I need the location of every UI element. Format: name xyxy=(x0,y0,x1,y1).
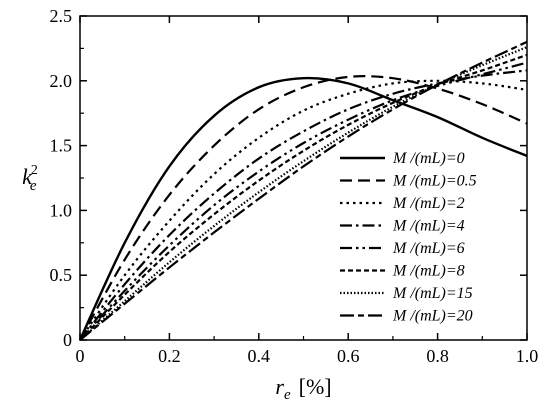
legend-label: M /(mL)=4 xyxy=(392,218,465,235)
legend-label: M /(mL)=8 xyxy=(392,263,465,280)
y-tick-label: 1.5 xyxy=(50,136,73,156)
series-line-6 xyxy=(79,53,528,341)
x-axis-title-sub: e xyxy=(284,387,291,403)
y-axis-title-main: k xyxy=(22,164,33,189)
axes: 0 0.2 0.4 0.6 0.8 1.0 0 0.5 1.0 1.5 2.0 2.5 xyxy=(50,6,539,366)
plot-area xyxy=(78,40,528,341)
series-line-1 xyxy=(78,76,528,341)
y-tick-label: 2.5 xyxy=(50,6,73,26)
y-tick-label: 1.0 xyxy=(50,200,73,220)
y-tick-label: 0.5 xyxy=(50,265,73,285)
y-tick-label: 2.0 xyxy=(50,71,73,91)
series-line-5 xyxy=(79,61,528,341)
legend-label: M /(mL)=0.5 xyxy=(392,173,477,190)
x-axis-title-main: r xyxy=(275,374,284,399)
legend: M /(mL)=0 M /(mL)=0.5 M /(mL)=2 M /(mL)=4 M … xyxy=(340,150,477,325)
x-tick-label: 0.4 xyxy=(248,346,271,366)
y-axis-title: k2 e xyxy=(22,163,38,194)
legend-label: M /(mL)=15 xyxy=(392,285,473,302)
legend-label: M /(mL)=20 xyxy=(392,308,473,325)
y-axis-title-sup: 2 xyxy=(31,163,38,178)
legend-label: M /(mL)=2 xyxy=(392,195,465,212)
x-tick-label: 0.6 xyxy=(337,346,360,366)
series-line-2 xyxy=(79,75,528,341)
y-tick-label: 0 xyxy=(63,330,72,350)
series-line-3 xyxy=(79,79,528,341)
series-line-8 xyxy=(79,40,528,341)
x-tick-label: 0.2 xyxy=(158,346,181,366)
legend-label: M /(mL)=6 xyxy=(392,240,465,257)
x-tick-label: 1.0 xyxy=(516,346,539,366)
x-axis-title: re [%] xyxy=(275,374,331,403)
legend-label: M /(mL)=0 xyxy=(392,150,465,167)
x-axis-title-unit: [%] xyxy=(299,374,332,399)
x-tick-label: 0 xyxy=(76,346,85,366)
y-axis-title-sub: e xyxy=(30,178,37,194)
x-tick-label: 0.8 xyxy=(426,346,449,366)
